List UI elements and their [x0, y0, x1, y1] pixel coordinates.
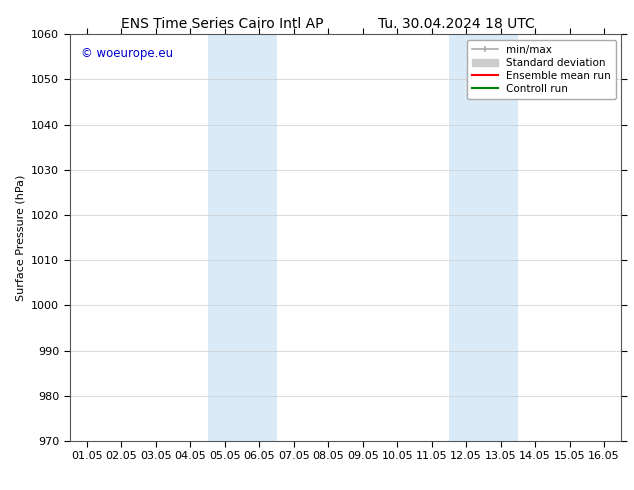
- Text: Tu. 30.04.2024 18 UTC: Tu. 30.04.2024 18 UTC: [378, 17, 535, 31]
- Bar: [449, 34, 518, 441]
- Y-axis label: Surface Pressure (hPa): Surface Pressure (hPa): [16, 174, 25, 301]
- Text: © woeurope.eu: © woeurope.eu: [81, 47, 173, 59]
- Bar: [207, 34, 276, 441]
- Text: ENS Time Series Cairo Intl AP: ENS Time Series Cairo Intl AP: [120, 17, 323, 31]
- Legend: min/max, Standard deviation, Ensemble mean run, Controll run: min/max, Standard deviation, Ensemble me…: [467, 40, 616, 99]
